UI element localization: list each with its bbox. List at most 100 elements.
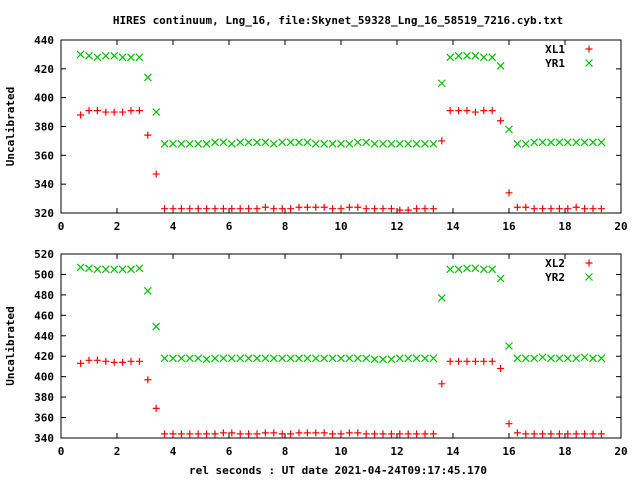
data-point-yr1: [437, 79, 446, 88]
data-point-yr2: [219, 354, 228, 363]
y-tick-label: 400: [34, 92, 54, 105]
data-point-yr2: [580, 353, 589, 362]
data-point-xl1: [161, 205, 169, 213]
data-point-xl2: [253, 430, 261, 438]
data-point-xl1: [354, 203, 362, 211]
data-point-xl1: [278, 205, 286, 213]
data-point-xl2: [555, 430, 563, 438]
data-point-yr1: [589, 138, 597, 147]
data-point-yr1: [488, 53, 497, 62]
y-axis-label-2: Uncalibrated: [4, 306, 17, 385]
data-point-yr2: [555, 354, 564, 363]
data-point-xl2: [329, 430, 337, 438]
data-point-xl1: [555, 205, 563, 213]
data-point-yr1: [421, 139, 429, 148]
data-point-yr1: [236, 138, 245, 147]
x-tick-label: 16: [502, 445, 516, 458]
data-point-xl1: [530, 205, 538, 213]
data-point-yr1: [572, 138, 581, 147]
data-point-xl2: [345, 429, 353, 437]
data-point-yr1: [513, 139, 522, 148]
data-point-yr1: [597, 138, 606, 147]
data-point-yr2: [488, 265, 497, 274]
data-point-yr2: [437, 294, 446, 302]
data-point-xl1: [152, 170, 160, 178]
x-tick-label: 12: [390, 220, 403, 233]
data-point-xl2: [194, 430, 202, 438]
data-point-xl1: [463, 107, 471, 115]
data-point-yr2: [127, 265, 135, 274]
data-point-yr2: [345, 354, 354, 363]
data-point-xl2: [203, 430, 211, 438]
data-point-yr1: [278, 138, 287, 147]
y-tick-label: 500: [34, 268, 54, 281]
data-point-yr2: [513, 354, 522, 363]
data-point-xl1: [127, 107, 135, 115]
data-point-xl1: [102, 108, 110, 116]
x-tick-label: 4: [170, 445, 177, 458]
data-point-yr2: [572, 354, 581, 363]
data-point-xl1: [581, 205, 589, 213]
data-point-yr2: [185, 354, 194, 363]
data-point-yr1: [320, 139, 329, 148]
data-point-xl1: [119, 108, 127, 116]
x-tick-label: 6: [226, 220, 233, 233]
data-point-yr1: [101, 51, 110, 60]
data-point-xl2: [513, 429, 521, 437]
data-point-xl1: [177, 205, 185, 213]
y-tick-label: 340: [34, 178, 54, 191]
data-point-yr1: [194, 139, 203, 148]
data-point-yr1: [295, 138, 303, 147]
y-tick-label: 360: [34, 412, 54, 425]
data-point-yr1: [496, 62, 505, 70]
data-point-xl2: [236, 430, 244, 438]
data-point-xl2: [278, 430, 286, 438]
data-point-xl1: [371, 205, 379, 213]
data-point-yr2: [160, 354, 169, 363]
data-point-xl2: [354, 429, 362, 437]
x-tick-label: 14: [446, 220, 460, 233]
x-tick-label: 16: [502, 220, 516, 233]
data-point-xl1: [312, 203, 320, 211]
data-point-yr1: [160, 139, 169, 148]
y-tick-label: 400: [34, 371, 54, 384]
y-tick-label: 440: [34, 330, 54, 343]
data-point-xl1: [455, 107, 463, 115]
data-point-xl1: [387, 205, 395, 213]
data-point-xl2: [421, 430, 429, 438]
data-point-xl1: [589, 205, 597, 213]
data-point-yr1: [555, 138, 564, 147]
data-point-yr2: [328, 354, 337, 363]
data-point-xl2: [287, 430, 295, 438]
data-point-xl2: [480, 357, 488, 365]
data-point-xl1: [320, 203, 328, 211]
data-point-yr1: [110, 51, 119, 60]
data-point-yr1: [563, 138, 572, 147]
data-point-xl2: [219, 429, 227, 437]
data-point-yr1: [446, 53, 455, 62]
chart-title: HIRES continuum, Lng_16, file:Skynet_593…: [113, 14, 563, 27]
data-point-yr2: [337, 354, 345, 363]
data-point-xl1: [438, 137, 446, 145]
data-point-yr2: [194, 354, 203, 363]
data-point-xl2: [488, 357, 496, 365]
data-point-yr2: [253, 354, 261, 363]
data-point-yr1: [118, 53, 127, 62]
y-tick-label: 440: [34, 34, 54, 47]
y-tick-label: 420: [34, 350, 54, 363]
data-point-xl1: [597, 205, 605, 213]
legend-label-yr1: YR1: [545, 57, 565, 70]
data-point-xl2: [169, 430, 177, 438]
x-tick-label: 12: [390, 445, 403, 458]
legend-marker-yr1: [585, 59, 593, 67]
y-tick-label: 360: [34, 149, 54, 162]
data-point-yr1: [143, 73, 152, 82]
data-point-xl1: [194, 205, 202, 213]
data-point-xl2: [152, 404, 160, 412]
data-point-yr1: [328, 139, 337, 148]
data-point-yr2: [295, 354, 303, 363]
x-tick-label: 14: [446, 445, 460, 458]
data-point-xl1: [253, 205, 261, 213]
data-point-yr2: [597, 354, 606, 363]
data-point-yr2: [278, 354, 287, 363]
